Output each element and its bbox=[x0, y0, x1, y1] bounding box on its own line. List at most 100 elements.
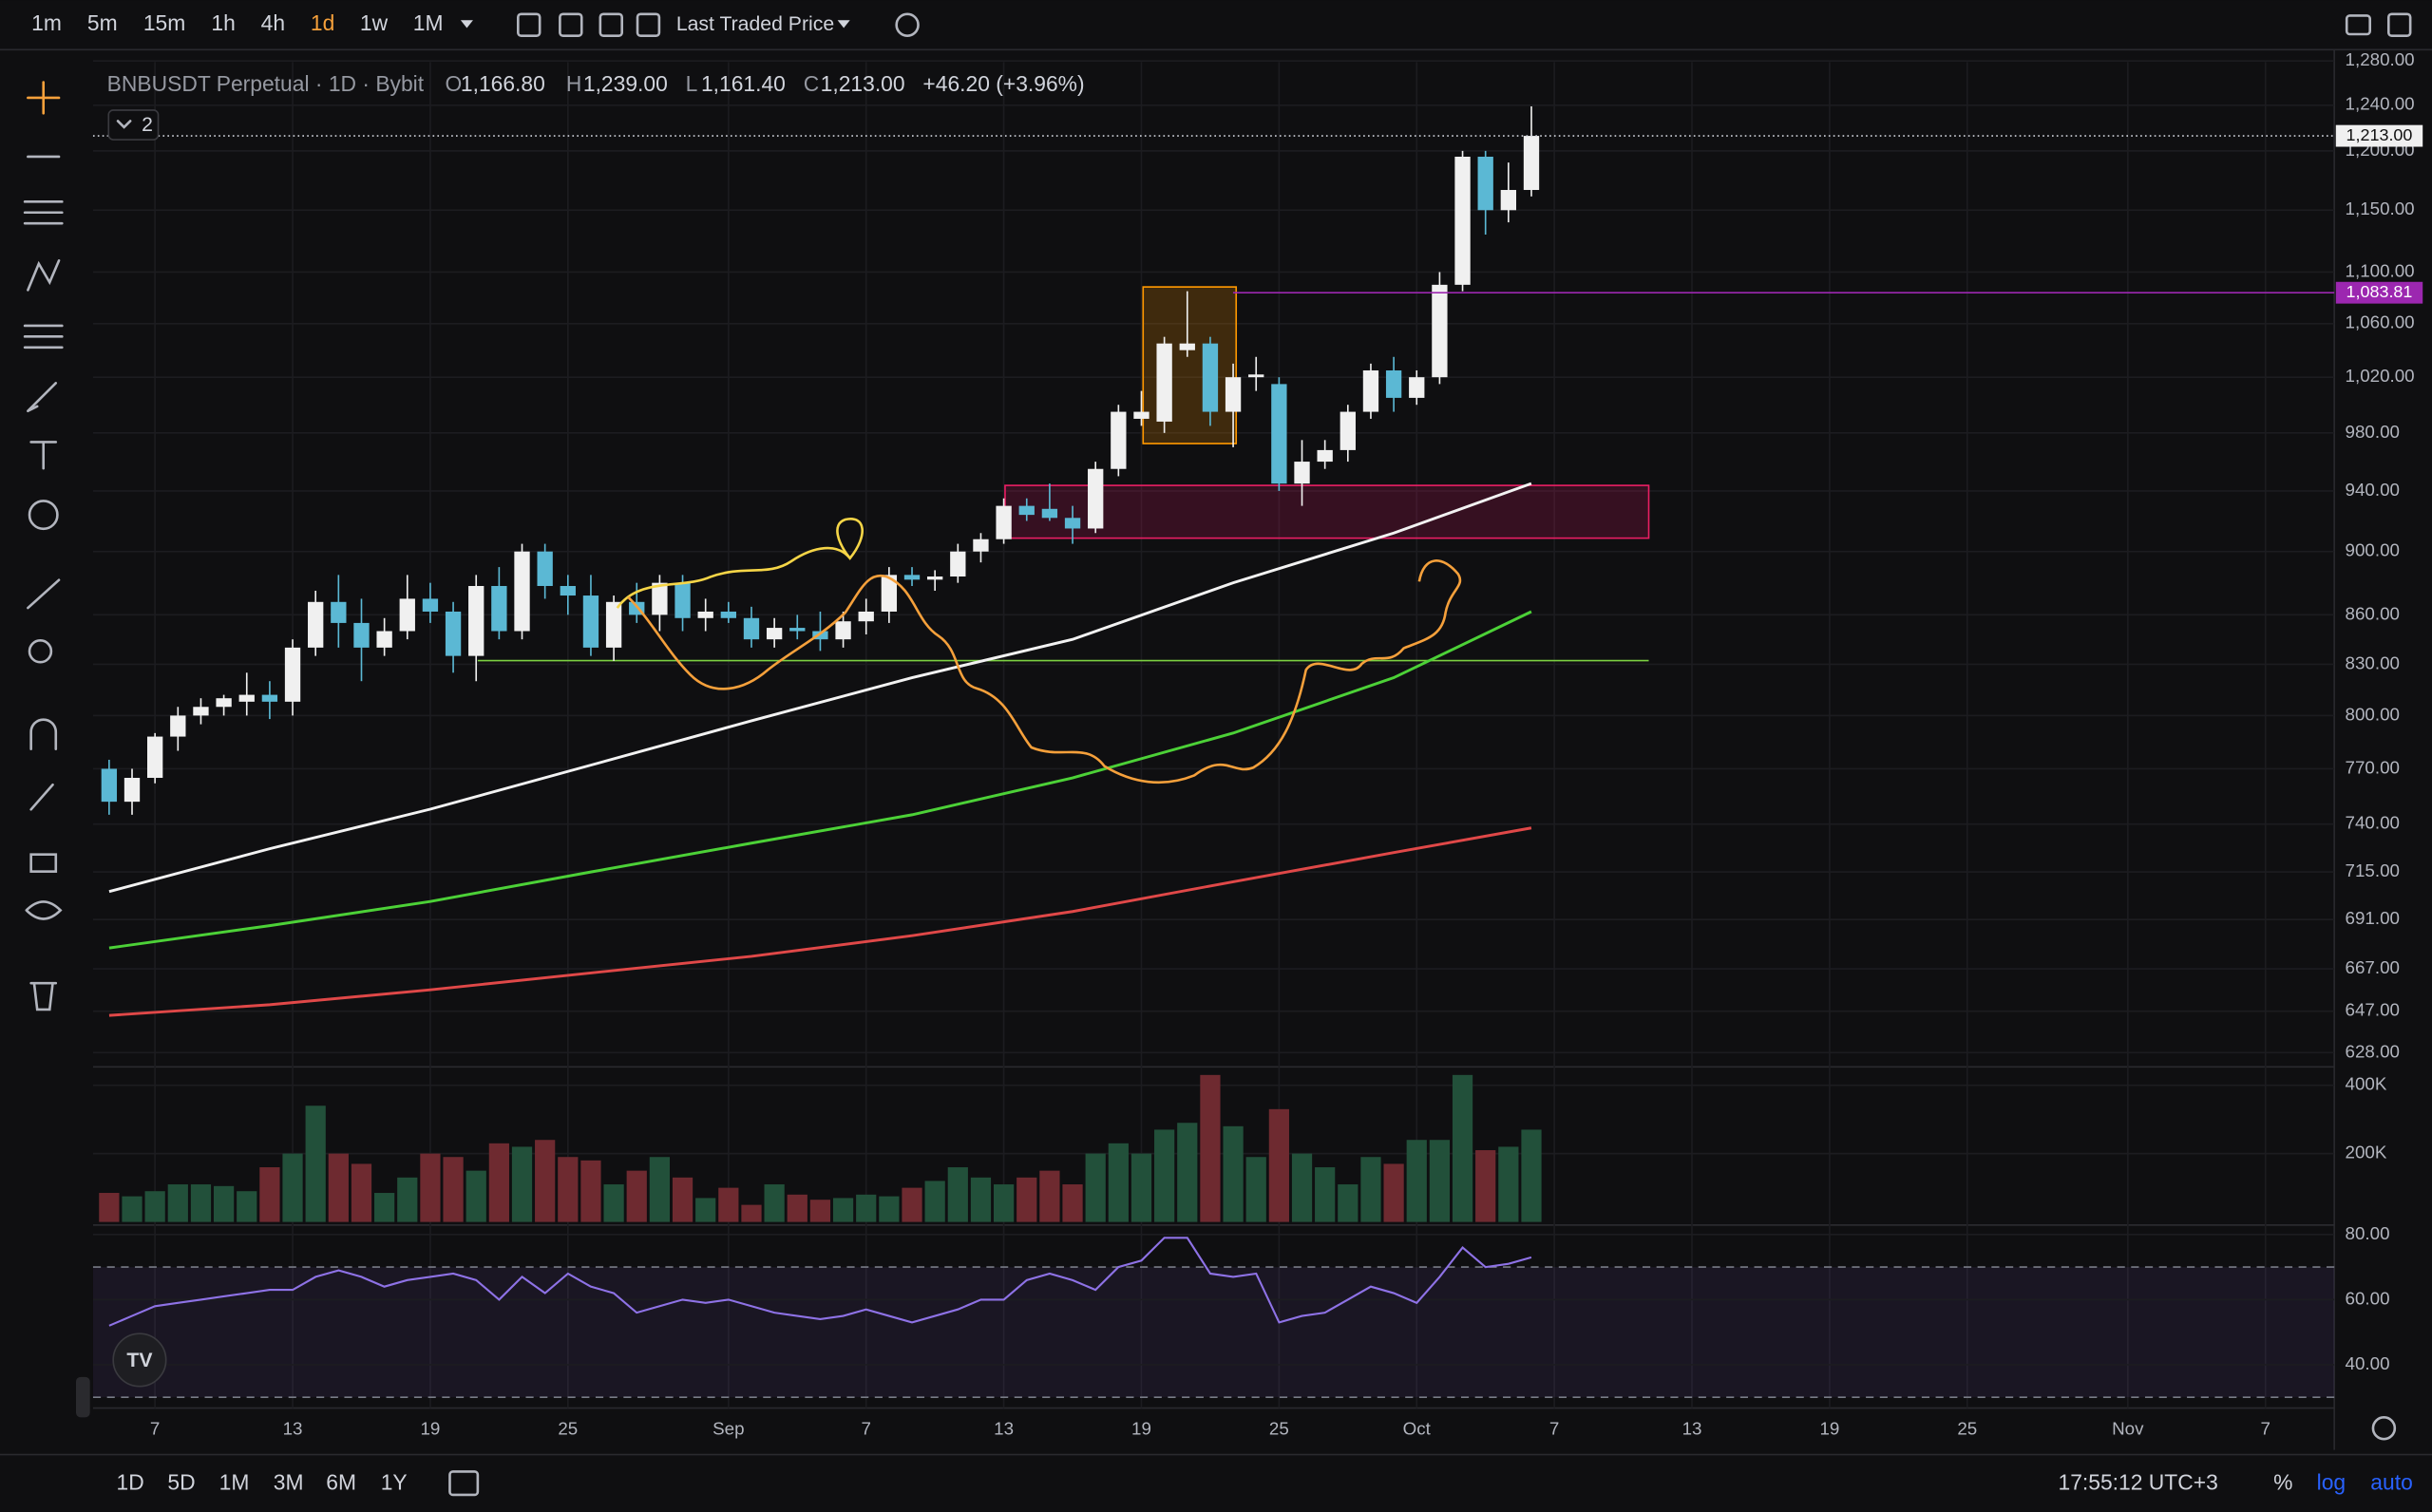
date-tick-label: 7 bbox=[150, 1418, 160, 1438]
date-tick-label: 25 bbox=[558, 1418, 578, 1438]
volume-bar bbox=[213, 1185, 235, 1222]
candle-body bbox=[1225, 377, 1242, 412]
price-tick-label: 691.00 bbox=[2346, 908, 2400, 928]
interval-button[interactable]: 1m bbox=[31, 10, 62, 35]
candle-body bbox=[1523, 136, 1540, 191]
price-tick-label: 770.00 bbox=[2346, 757, 2400, 777]
interval-button[interactable]: 15m bbox=[143, 10, 185, 35]
range-button[interactable]: 5D bbox=[167, 1470, 195, 1495]
volume-bar bbox=[1498, 1146, 1519, 1222]
left-toolbar bbox=[23, 81, 64, 1011]
interval-button[interactable]: 1d bbox=[311, 10, 334, 35]
volume-tick-label: 400K bbox=[2346, 1074, 2387, 1094]
candle-body bbox=[950, 551, 966, 577]
volume-bar bbox=[1154, 1129, 1175, 1222]
legend-high-label: H bbox=[566, 71, 582, 96]
zone-box bbox=[1004, 484, 1650, 539]
last-price-label: 1,213.00 bbox=[2346, 125, 2413, 144]
draw-mode-tool[interactable] bbox=[29, 783, 54, 811]
toolbar-icon[interactable] bbox=[598, 12, 623, 37]
volume-bar bbox=[1315, 1167, 1336, 1222]
volume-bar bbox=[535, 1140, 556, 1222]
date-range-button[interactable] bbox=[448, 1470, 480, 1497]
price-tick-label: 830.00 bbox=[2346, 652, 2400, 672]
candle-body bbox=[537, 551, 553, 586]
percent-toggle[interactable]: % bbox=[2273, 1470, 2292, 1495]
collapse-tab[interactable] bbox=[76, 1376, 90, 1418]
clock[interactable]: 17:55:12 UTC+3 bbox=[2059, 1470, 2218, 1495]
legend-low: 1,161.40 bbox=[701, 71, 786, 96]
volume-bar bbox=[397, 1177, 418, 1222]
indicator-chevron[interactable] bbox=[116, 120, 132, 129]
candle-body bbox=[973, 539, 989, 552]
candle-body bbox=[1294, 462, 1310, 484]
indicator-count[interactable]: 2 bbox=[142, 114, 153, 136]
auto-toggle[interactable]: auto bbox=[2370, 1470, 2412, 1495]
moving-average bbox=[108, 482, 1532, 894]
volume-bar bbox=[603, 1184, 624, 1222]
interval-button[interactable]: 5m bbox=[87, 10, 118, 35]
magnet-tool[interactable] bbox=[29, 718, 58, 750]
price-source-caret[interactable] bbox=[837, 20, 850, 28]
ruler-tool[interactable] bbox=[27, 578, 61, 610]
volume-bar bbox=[741, 1204, 762, 1222]
lock-tool[interactable] bbox=[29, 853, 58, 873]
candle-body bbox=[835, 621, 851, 640]
interval-button[interactable]: 1h bbox=[211, 10, 235, 35]
date-tick-label: 7 bbox=[862, 1418, 871, 1438]
volume-bar bbox=[1177, 1123, 1198, 1222]
candle-body bbox=[766, 628, 783, 640]
interval-button[interactable]: 1w bbox=[360, 10, 389, 35]
range-button[interactable]: 1M bbox=[219, 1470, 250, 1495]
toolbar-icon[interactable] bbox=[559, 12, 583, 37]
toolbar-icon[interactable] bbox=[636, 12, 661, 37]
date-tick-label: 19 bbox=[420, 1418, 440, 1438]
volume-bar bbox=[558, 1157, 579, 1222]
log-toggle[interactable]: log bbox=[2317, 1470, 2346, 1495]
forecast-tool[interactable] bbox=[23, 324, 64, 350]
hide-tool[interactable] bbox=[25, 900, 63, 920]
indicator-toggle[interactable] bbox=[107, 109, 160, 141]
date-tick-label: 13 bbox=[283, 1418, 303, 1438]
volume-bar bbox=[420, 1153, 441, 1222]
volume-bar bbox=[1130, 1153, 1152, 1222]
volume-bar bbox=[580, 1160, 601, 1222]
brush-tool[interactable] bbox=[27, 382, 58, 413]
candle-body bbox=[1500, 190, 1517, 211]
moving-average bbox=[108, 610, 1532, 950]
candle-body bbox=[743, 617, 760, 640]
candle-body bbox=[697, 611, 713, 618]
candle-body bbox=[858, 611, 874, 622]
grid bbox=[92, 60, 2335, 1408]
zoom-tool[interactable] bbox=[28, 639, 53, 664]
delete-tool[interactable] bbox=[29, 981, 58, 1011]
candle-body bbox=[238, 694, 255, 702]
pattern-tool[interactable] bbox=[27, 259, 61, 292]
text-tool[interactable] bbox=[29, 441, 58, 470]
price-source-button[interactable]: Last Traded Price bbox=[676, 13, 834, 35]
interval-caret[interactable] bbox=[460, 20, 473, 28]
screenshot-button[interactable] bbox=[2345, 14, 2371, 36]
crosshair-tool[interactable] bbox=[27, 81, 61, 115]
settings-button[interactable] bbox=[2371, 1416, 2397, 1441]
range-button[interactable]: 1Y bbox=[381, 1470, 408, 1495]
fib-tool[interactable] bbox=[23, 200, 64, 225]
price-tick-label: 1,060.00 bbox=[2346, 312, 2415, 332]
volume-bar bbox=[1108, 1143, 1129, 1222]
volume-bar bbox=[167, 1184, 188, 1222]
rsi-line bbox=[108, 1237, 1532, 1327]
range-button[interactable]: 6M bbox=[326, 1470, 356, 1495]
volume-bar bbox=[947, 1167, 968, 1222]
toolbar-icon[interactable] bbox=[517, 12, 542, 37]
fullscreen-button[interactable] bbox=[2386, 12, 2412, 37]
volume-bar bbox=[1383, 1163, 1404, 1222]
emoji-tool[interactable] bbox=[28, 500, 59, 531]
range-button[interactable]: 3M bbox=[274, 1470, 304, 1495]
volume-bar bbox=[1291, 1153, 1313, 1222]
add-button[interactable] bbox=[895, 12, 920, 37]
range-button[interactable]: 1D bbox=[117, 1470, 144, 1495]
interval-button[interactable]: 1M bbox=[413, 10, 444, 35]
interval-button[interactable]: 4h bbox=[261, 10, 285, 35]
volume-bar bbox=[1062, 1184, 1083, 1222]
